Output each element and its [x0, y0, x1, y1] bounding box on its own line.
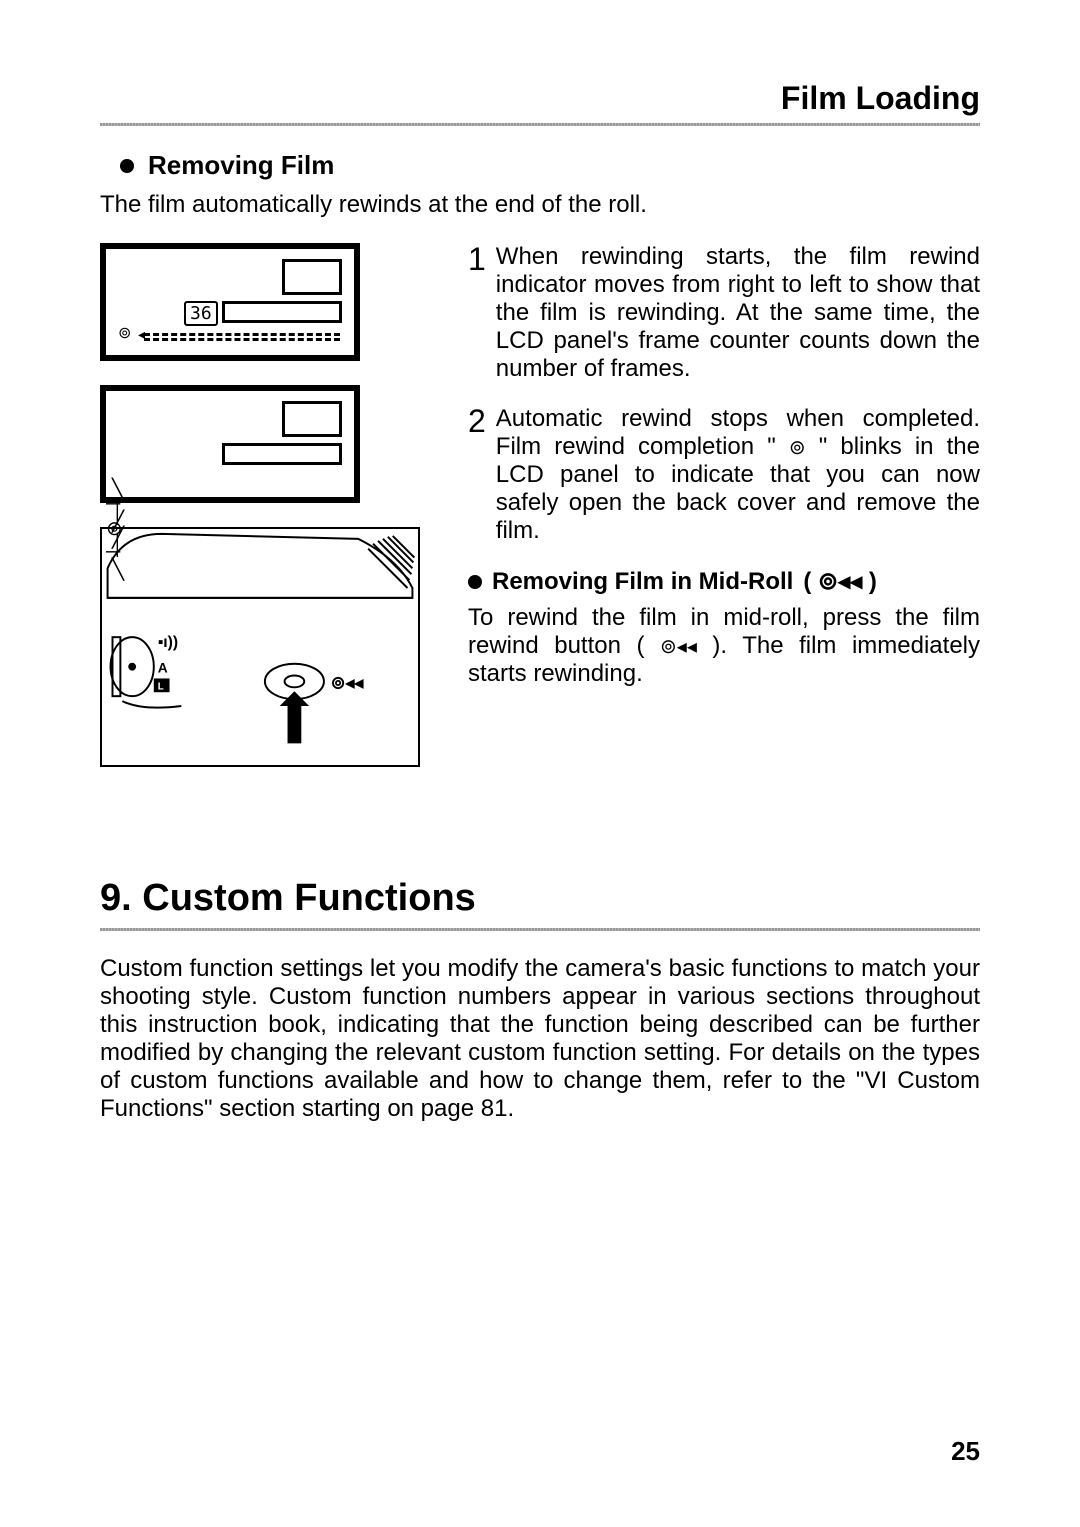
lcd-figure-rewinding: 36 ⊚ ◂ [100, 243, 360, 361]
midroll-heading-text: Removing Film in Mid-Roll [492, 568, 793, 596]
step-2: 2 Automatic rewind stops when completed.… [468, 405, 980, 545]
rewind-icon: ⊚◂◂ [660, 636, 697, 658]
intro-text: The film automatically rewinds at the en… [100, 191, 980, 219]
chapter-rule [100, 928, 980, 931]
removing-film-heading: Removing Film [120, 150, 980, 181]
rewind-icon: ( ⊚◂◂ ) [803, 567, 877, 596]
bullet-icon [120, 159, 134, 173]
frame-counter-value: 36 [184, 301, 218, 326]
step-number: 1 [468, 243, 486, 383]
step-1: 1 When rewinding starts, the film rewind… [468, 243, 980, 383]
svg-text:▪ı)): ▪ı)) [158, 634, 178, 651]
step-text: Automatic rewind stops when completed. F… [496, 405, 980, 545]
camera-bottom-figure: ▪ı)) A L ⊚◂◂ [100, 527, 420, 767]
chapter-title: 9. Custom Functions [100, 877, 980, 920]
step-text: When rewinding starts, the film rewind i… [496, 243, 980, 383]
film-complete-icon: ⊚ [789, 437, 806, 459]
figures-column: 36 ⊚ ◂ ╲ │ ╱ ─ ⊚ ─ ╱ │ ╲ [100, 243, 420, 767]
two-column-layout: 36 ⊚ ◂ ╲ │ ╱ ─ ⊚ ─ ╱ │ ╲ [100, 243, 980, 767]
step-number: 2 [468, 405, 486, 545]
text-column: 1 When rewinding starts, the film rewind… [468, 243, 980, 767]
lcd-figure-complete: ╲ │ ╱ ─ ⊚ ─ ╱ │ ╲ [100, 385, 360, 503]
film-strip-dashes [144, 333, 340, 341]
film-canister-icon: ⊚ [118, 323, 131, 343]
svg-text:⊚◂◂: ⊚◂◂ [331, 672, 365, 692]
svg-text:A: A [158, 661, 168, 676]
bullet-icon [468, 575, 482, 589]
page-title: Film Loading [100, 80, 980, 117]
header-rule [100, 123, 980, 126]
page: Film Loading Removing Film The film auto… [0, 0, 1080, 1527]
heading-text: Removing Film [148, 150, 334, 181]
svg-text:L: L [158, 681, 164, 692]
midroll-text: To rewind the film in mid-roll, press th… [468, 604, 980, 688]
page-number: 25 [951, 1436, 980, 1467]
chapter-body: Custom function settings let you modify … [100, 955, 980, 1123]
midroll-heading: Removing Film in Mid-Roll ( ⊚◂◂ ) [468, 567, 980, 596]
